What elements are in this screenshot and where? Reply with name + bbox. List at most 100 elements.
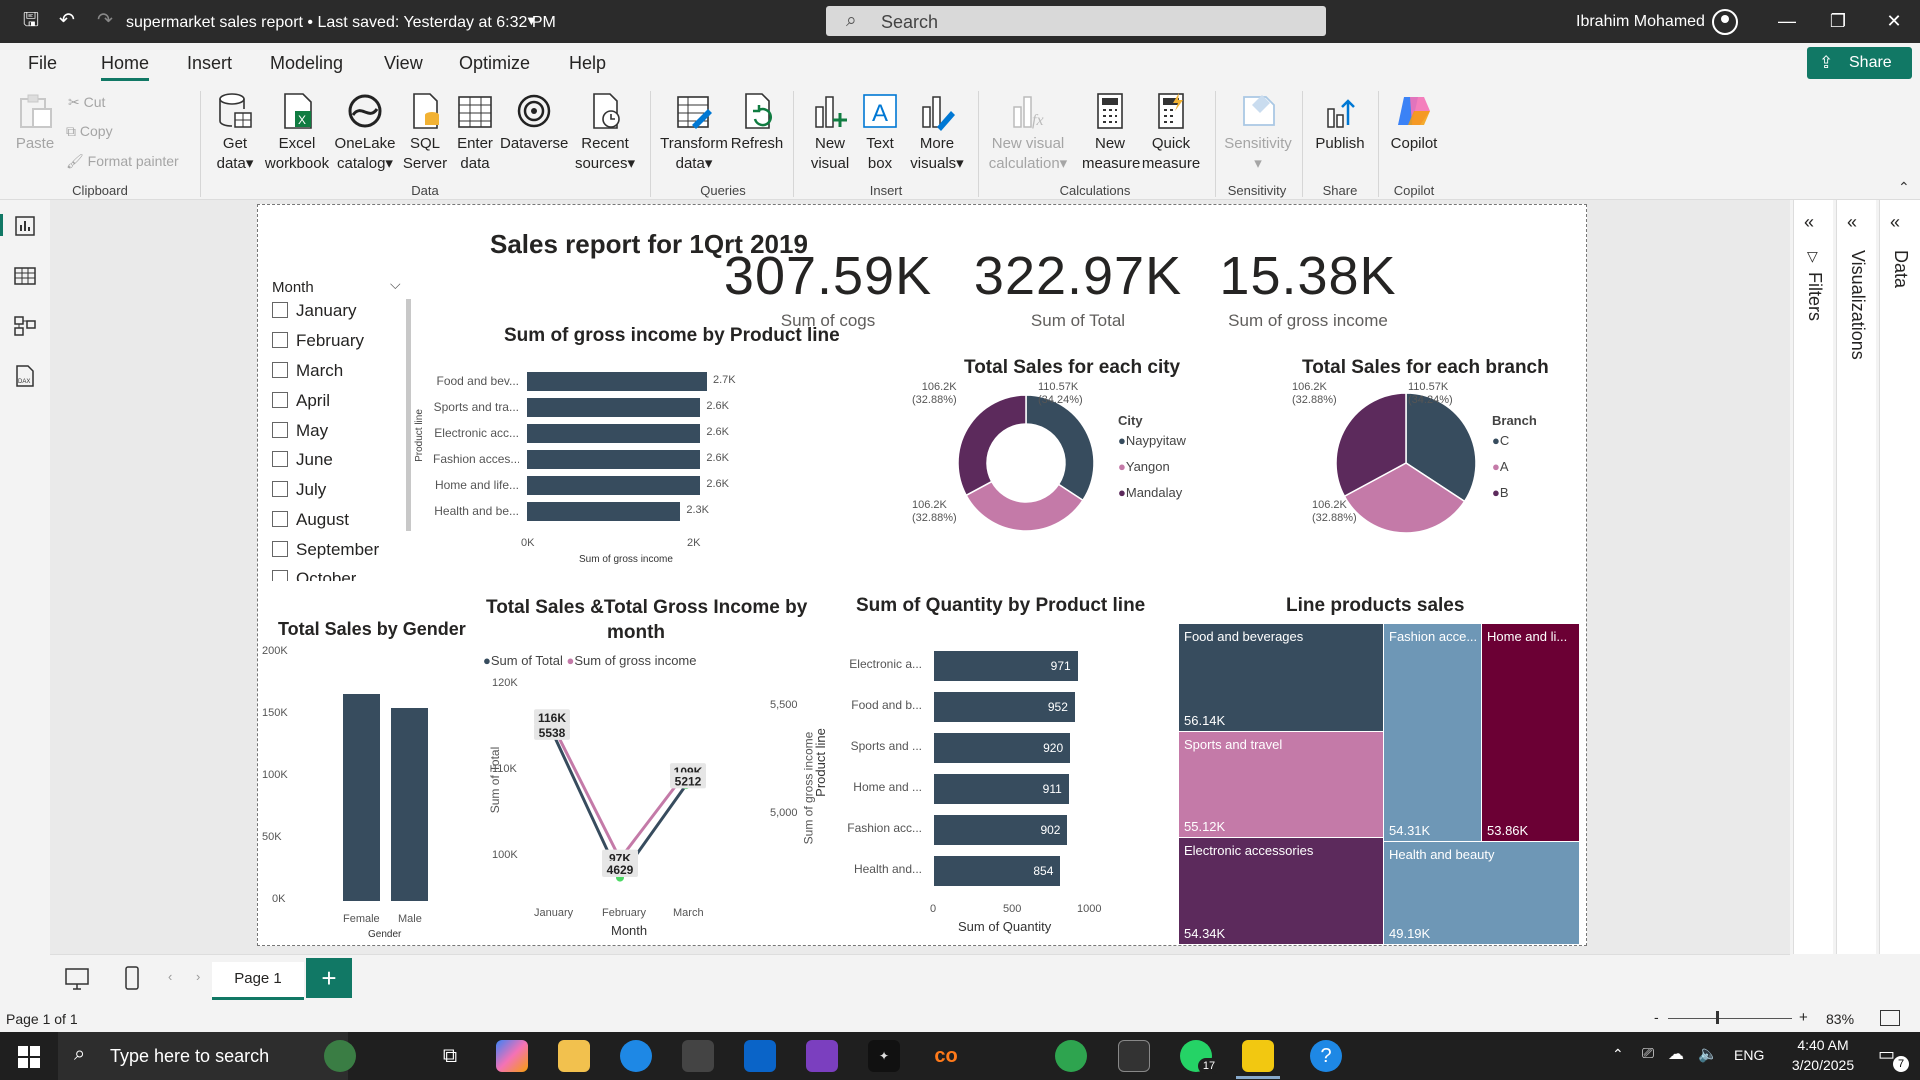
slicer-item[interactable]: August [272, 510, 349, 530]
table-view-icon[interactable] [13, 264, 37, 288]
new-visual-calculation-button[interactable]: fx New visual calculation▾ [986, 91, 1070, 174]
text-box-button[interactable]: A Text box [855, 91, 905, 174]
page-tab[interactable]: Page 1 [212, 962, 304, 1000]
task-view-icon[interactable]: ⧉ [442, 1045, 458, 1067]
chevron-down-icon[interactable]: ⌵ [390, 276, 401, 292]
quantity-bar-chart[interactable]: Product line Electronic a... Food and b.… [798, 645, 1218, 945]
format-painter-button[interactable]: 🖌 Format painter [66, 153, 179, 169]
zoom-in-button[interactable]: + [1799, 1009, 1808, 1026]
treemap-tile[interactable]: Health and beauty 49.19K [1383, 841, 1580, 945]
treemap-tile[interactable]: Food and beverages 56.14K [1178, 623, 1384, 732]
edge-icon[interactable] [620, 1040, 652, 1072]
more-visuals-button[interactable]: More visuals▾ [906, 91, 968, 174]
power-bi-icon[interactable] [1242, 1040, 1274, 1072]
checkbox[interactable] [272, 362, 288, 378]
menu-optimize[interactable]: Optimize [459, 53, 531, 73]
legend-item[interactable]: ●Mandalay [1118, 485, 1182, 500]
slicer-item[interactable]: June [272, 450, 333, 470]
new-visual-button[interactable]: New visual [805, 91, 855, 174]
slicer-item[interactable]: March [272, 361, 343, 381]
treemap-tile[interactable]: Electronic accessories 54.34K [1178, 837, 1384, 945]
menu-file[interactable]: File [28, 53, 58, 73]
city-donut-chart[interactable]: 110.57K (34.24%) 106.2K (32.88%) 106.2K (32… [912, 381, 1188, 535]
copilot-button[interactable]: Copilot [1384, 91, 1444, 154]
taskbar-search[interactable]: ⌕ Type here to search [58, 1032, 348, 1080]
copilot-icon[interactable] [496, 1040, 528, 1072]
chevron-left-icon[interactable]: ‹ [168, 969, 173, 984]
windows-start-icon[interactable] [18, 1046, 40, 1068]
checkbox[interactable] [272, 422, 288, 438]
report-view-icon[interactable] [13, 214, 37, 238]
avatar[interactable] [1712, 9, 1738, 35]
enter-data-button[interactable]: Enter data [450, 91, 500, 174]
pie-slice[interactable] [1025, 394, 1095, 502]
save-icon[interactable]: 🖫 [22, 10, 40, 31]
onelake-catalog-button[interactable]: OneLake catalog▾ [332, 91, 398, 174]
outlook-icon[interactable] [744, 1040, 776, 1072]
monthly-line-chart[interactable]: 116K 97K 109K 5538 4629 5212 120K 110K 100K S… [480, 677, 820, 947]
legend-item[interactable]: ●Yangon [1118, 459, 1170, 474]
filters-pane[interactable]: « ▽ Filters [1793, 200, 1833, 954]
checkbox[interactable] [272, 451, 288, 467]
slicer-item[interactable]: February [272, 331, 364, 351]
legend-item[interactable]: ●Naypyitaw [1118, 433, 1186, 448]
document-title[interactable]: supermarket sales report • Last saved: Y… [126, 14, 556, 31]
desktop-layout-icon[interactable] [64, 967, 90, 991]
menu-modeling[interactable]: Modeling [270, 53, 344, 73]
branch-pie-chart[interactable]: 110.57K (34.24%) 106.2K (32.88%) 106.2K (32… [1278, 381, 1548, 535]
zoom-slider[interactable] [1668, 1018, 1792, 1019]
legend-item[interactable]: ●C [1492, 433, 1509, 448]
clock[interactable]: 4:40 AM 3/20/2025 [1782, 1035, 1864, 1075]
product-treemap[interactable]: Food and beverages 56.14K Sports and trav… [1178, 623, 1588, 945]
dataverse-button[interactable]: Dataverse [500, 91, 568, 154]
visual-studio-icon[interactable] [806, 1040, 838, 1072]
dax-query-view-icon[interactable]: DAX [13, 364, 37, 388]
excel-workbook-button[interactable]: X Excel workbook [262, 91, 332, 174]
collapse-ribbon-icon[interactable]: ⌃ [1898, 179, 1910, 195]
checkbox[interactable] [272, 481, 288, 497]
new-measure-button[interactable]: New measure [1082, 91, 1140, 174]
data-pane[interactable]: « Data [1879, 200, 1920, 954]
language-indicator[interactable]: ENG [1734, 1047, 1765, 1063]
menu-view[interactable]: View [384, 53, 423, 73]
slicer-item[interactable]: July [272, 480, 326, 500]
chevron-double-left-icon[interactable]: « [1890, 212, 1901, 232]
legend-item[interactable]: ●B [1492, 485, 1509, 500]
notifications-icon[interactable]: ▭ [1878, 1044, 1896, 1064]
quick-measure-button[interactable]: Quick measure [1140, 91, 1202, 174]
user-name[interactable]: Ibrahim Mohamed [1576, 13, 1705, 30]
zoom-out-button[interactable]: - [1654, 1009, 1659, 1025]
search-box[interactable]: ⌕ Search [826, 6, 1326, 36]
series-line[interactable] [550, 723, 688, 862]
video-editor-icon[interactable]: ✦ [868, 1040, 900, 1072]
chevron-up-icon[interactable]: ⌃ [1612, 1046, 1624, 1062]
month-slicer[interactable]: Month ⌵ January February March April May… [258, 255, 413, 581]
slicer-item[interactable]: October [272, 569, 356, 581]
terminal-icon[interactable] [1118, 1040, 1150, 1072]
mobile-layout-icon[interactable] [124, 965, 140, 991]
recent-sources-button[interactable]: Recent sources▾ [570, 91, 640, 174]
treemap-tile[interactable]: Sports and travel 55.12K [1178, 731, 1384, 838]
checkbox[interactable] [272, 392, 288, 408]
checkbox[interactable] [272, 332, 288, 348]
help-icon[interactable]: ? [1310, 1040, 1342, 1072]
slicer-item[interactable]: September [272, 540, 379, 560]
pie-slice[interactable] [957, 394, 1027, 497]
zoom-slider-thumb[interactable] [1716, 1011, 1719, 1024]
checkbox[interactable] [272, 570, 288, 581]
fit-to-page-icon[interactable] [1880, 1010, 1900, 1026]
volume-icon[interactable]: 🔈 [1698, 1046, 1718, 1063]
get-data-button[interactable]: Get data▾ [207, 91, 263, 174]
redo-icon[interactable]: ↷ [97, 10, 113, 31]
gross-income-bar-chart[interactable]: Product line Food and bev... Sports and … [414, 370, 736, 565]
treemap-tile[interactable]: Fashion acce... 54.31K [1383, 623, 1482, 842]
network-icon[interactable]: ⎚ [1642, 1045, 1655, 1062]
menu-home[interactable]: Home [101, 53, 150, 73]
restore-icon[interactable]: ❐ [1829, 11, 1847, 31]
slicer-scrollbar[interactable] [406, 299, 411, 531]
onedrive-icon[interactable]: ☁ [1668, 1046, 1684, 1063]
chrome-icon[interactable] [1055, 1040, 1087, 1072]
checkbox[interactable] [272, 541, 288, 557]
gender-column-chart[interactable]: 200K 150K 100K 50K 0K Female Male Gender [258, 645, 438, 945]
copy-button[interactable]: ⧉ Copy [66, 123, 113, 139]
